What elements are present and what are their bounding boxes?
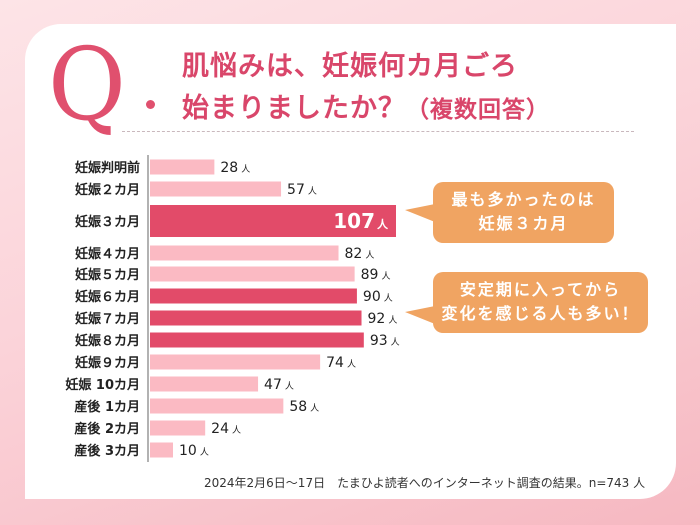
value-label: 82 人 [345,246,375,262]
question-title-main: 始まりましたか？ [182,93,406,124]
bar [150,354,321,370]
bar [150,398,284,414]
category-label: 産後 1カ月 [74,399,140,415]
question-title-sub: （複数回答） [406,97,550,123]
category-label: 妊娠４カ月 [75,246,140,262]
category-label: 妊娠９カ月 [75,355,140,371]
value-label: 89 人 [361,267,391,283]
q-dot [146,100,155,109]
bar [150,332,364,348]
value-label: 28 人 [220,160,250,176]
title-divider [122,131,634,132]
value-label: 90 人 [363,289,393,305]
bar [150,159,215,175]
bar [150,376,259,392]
bar [150,181,282,197]
callout-line2: 変化を感じる人も多い！ [441,304,640,323]
category-label: 妊娠判明前 [75,160,140,176]
value-label: 47 人 [264,377,294,393]
bar [150,205,396,237]
bar [150,266,355,282]
value-label: 24 人 [211,421,241,437]
callout-most-common: 最も多かったのは 妊娠３カ月 [405,182,614,243]
category-label: 産後 2カ月 [74,421,140,437]
bar [150,310,362,326]
value-label: 93 人 [370,333,400,349]
category-label: 産後 3カ月 [74,443,140,459]
value-label: 10 人 [179,443,209,459]
callout-line2: 妊娠３カ月 [478,214,569,233]
survey-card [25,24,676,499]
value-label: 92 人 [368,311,398,327]
value-label: 107 人 [333,209,389,233]
category-label: 妊娠３カ月 [75,214,140,230]
category-label: 妊娠 10カ月 [65,377,140,393]
value-label: 57 人 [287,182,317,198]
callout-line1: 安定期に入ってから [459,280,622,299]
question-title-line2: 始まりましたか？（複数回答） [182,86,550,125]
category-label: 妊娠７カ月 [75,311,140,327]
category-label: 妊娠５カ月 [75,267,140,283]
survey-footnote: 2024年2月6日〜17日 たまひよ読者へのインターネット調査の結果。n=743… [204,476,646,490]
bar [150,442,173,458]
q-letter: Q [48,26,126,143]
category-label: 妊娠６カ月 [75,289,140,305]
callout-line1: 最も多かったのは [451,190,596,209]
bar [150,288,357,304]
bar [150,420,206,436]
question-title-line1: 肌悩みは、妊娠何カ月ごろ [182,51,518,82]
category-label: 妊娠８カ月 [75,333,140,349]
callout-tail [405,306,435,324]
bar [150,245,339,261]
value-label: 58 人 [289,399,319,415]
callout-tail [405,204,435,222]
callout-stable-period: 安定期に入ってから 変化を感じる人も多い！ [405,272,648,333]
value-label: 74 人 [326,355,356,371]
category-label: 妊娠２カ月 [75,182,140,198]
